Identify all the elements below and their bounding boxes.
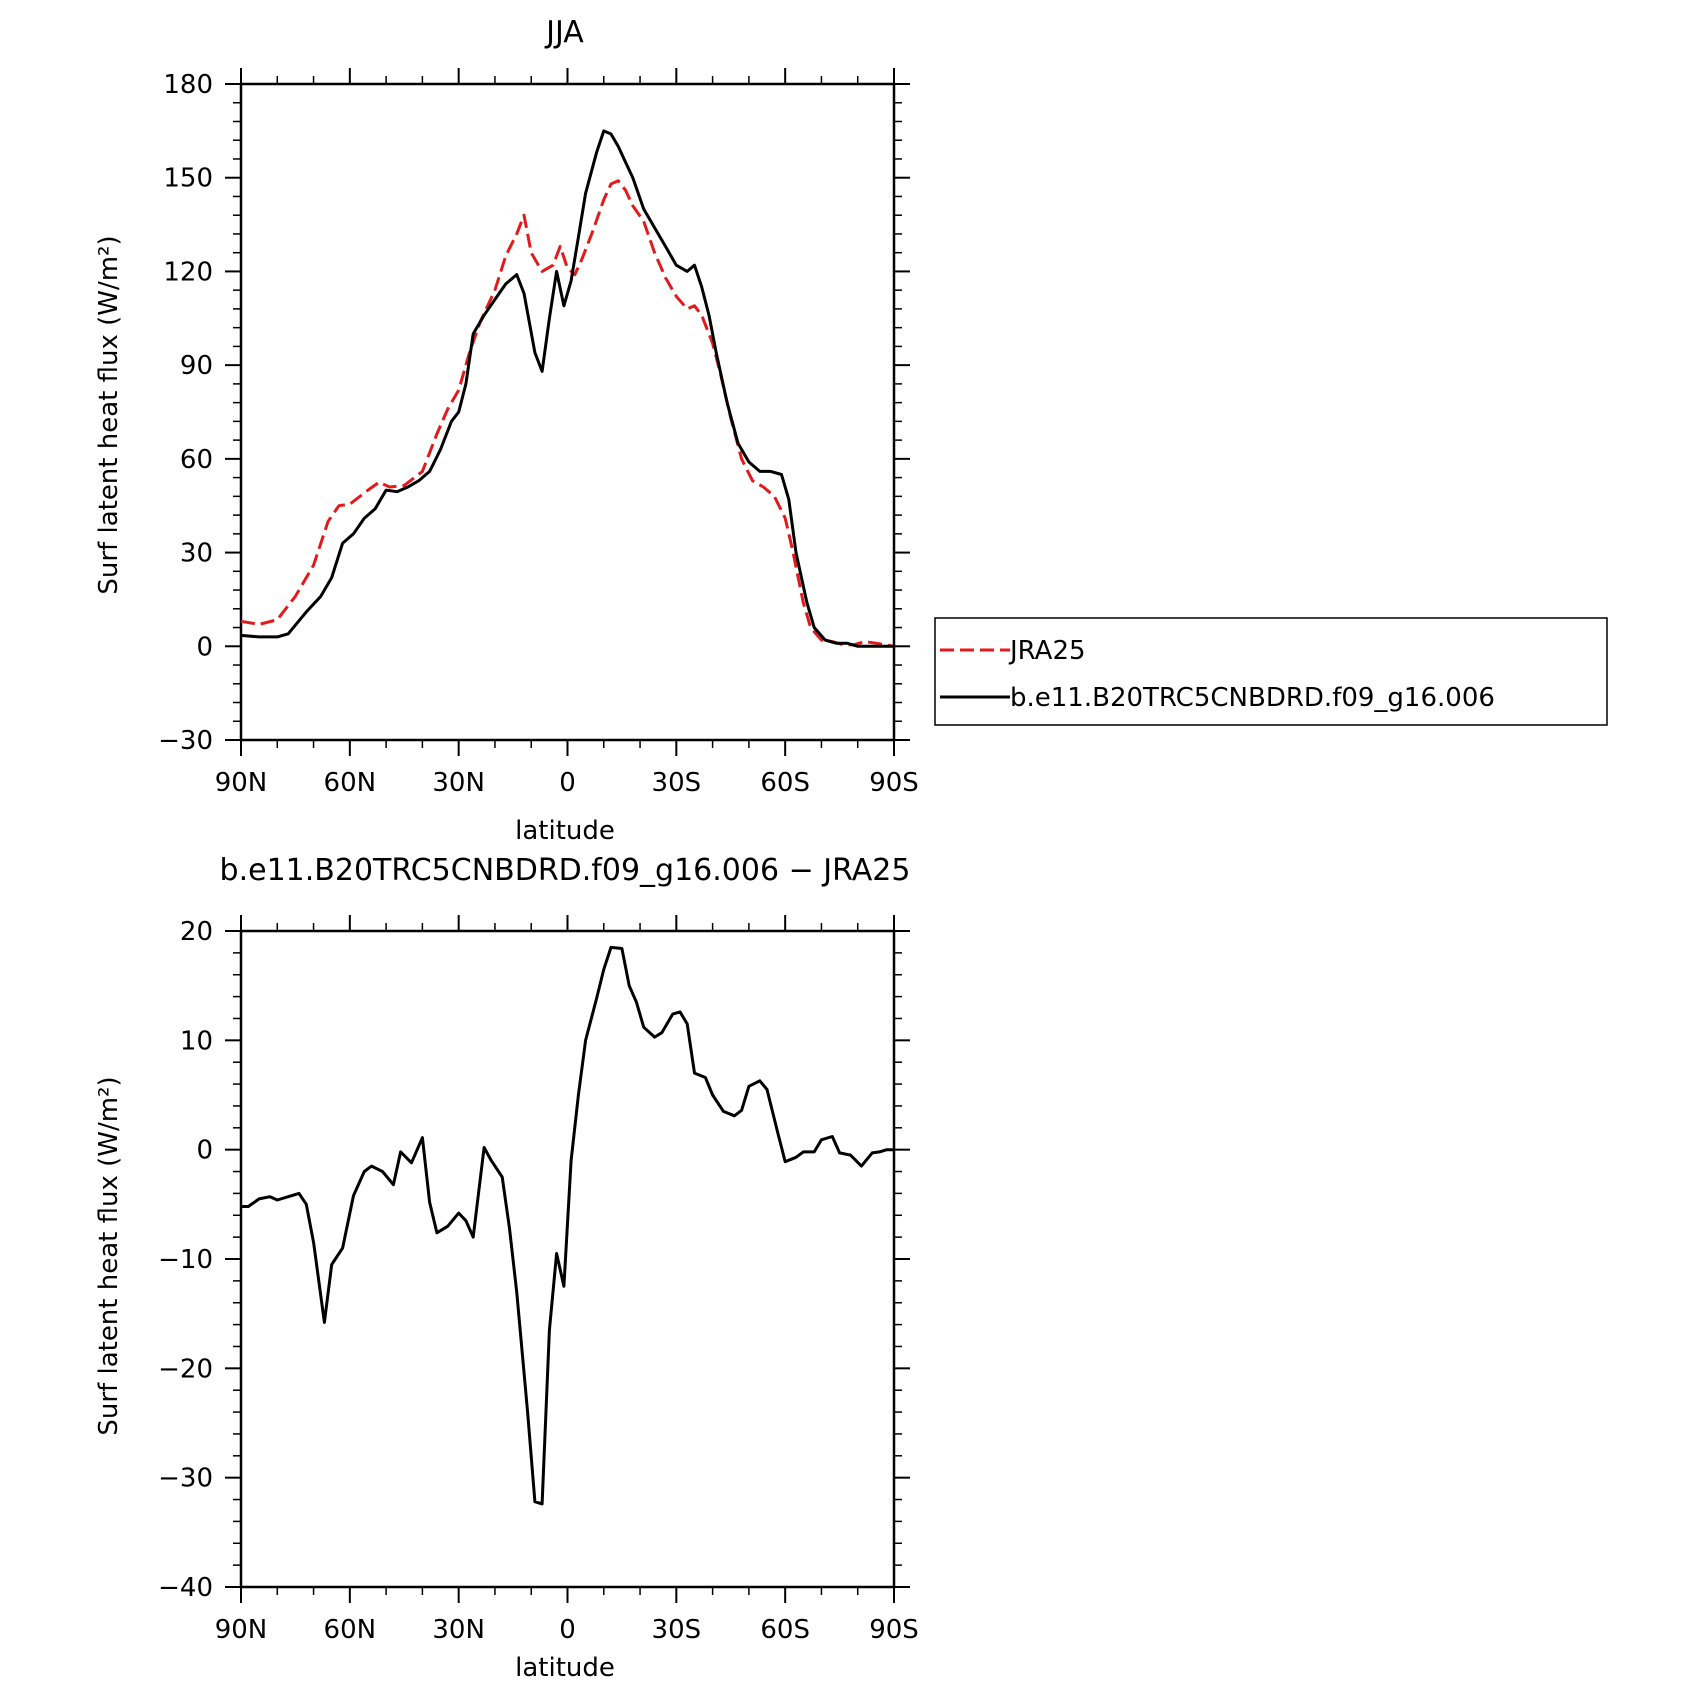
y-tick-label: 0 bbox=[196, 632, 213, 662]
bottom-plot-area: 90N 60N 30N 0 30S 60S 90S −40 −30 −20 −10 0 10 20 bbox=[158, 915, 919, 1645]
x-tick-label: 30N bbox=[432, 768, 485, 798]
difference-series-line bbox=[241, 945, 894, 1506]
x-tick-label: 90S bbox=[869, 768, 919, 798]
top-panel-title: JJA bbox=[544, 15, 584, 50]
x-tick-label: 0 bbox=[559, 768, 576, 798]
y-tick-label: −30 bbox=[158, 1464, 213, 1494]
x-tick-label: 60S bbox=[760, 1615, 810, 1645]
y-tick-label: 60 bbox=[180, 445, 213, 475]
y-tick-label: −30 bbox=[158, 726, 213, 756]
x-tick-label: 60S bbox=[760, 768, 810, 798]
y-tick-label: 180 bbox=[163, 70, 213, 100]
series-line-b-e11-b20trc5cnbdrd-f09-g16-006 bbox=[240, 129, 894, 648]
top-x-axis-label: latitude bbox=[515, 816, 615, 846]
bottom-panel-title: b.e11.B20TRC5CNBDRD.f09_g16.006 − JRA25 bbox=[220, 853, 911, 888]
top-y-axis-label: Surf latent heat flux (W/m²) bbox=[94, 235, 124, 594]
legend-label-jra25: JRA25 bbox=[1008, 636, 1086, 666]
y-tick-label: 150 bbox=[163, 164, 213, 194]
x-tick-label: 30N bbox=[432, 1615, 485, 1645]
y-tick-label: 30 bbox=[180, 539, 213, 569]
bottom-panel: b.e11.B20TRC5CNBDRD.f09_g16.006 − JRA25 … bbox=[94, 853, 919, 1681]
series-line-jra25 bbox=[240, 179, 895, 648]
y-tick-label: 90 bbox=[180, 351, 213, 381]
x-tick-label: 30S bbox=[652, 768, 702, 798]
y-tick-label: 0 bbox=[196, 1136, 213, 1166]
x-tick-label: 0 bbox=[559, 1615, 576, 1645]
y-tick-label: 20 bbox=[180, 917, 213, 947]
y-tick-label: 120 bbox=[163, 257, 213, 287]
top-panel: JJA latitude Surf latent heat flux (W/m²… bbox=[94, 15, 919, 846]
x-tick-label: 30S bbox=[652, 1615, 702, 1645]
y-tick-label: 10 bbox=[180, 1026, 213, 1056]
x-tick-label: 60N bbox=[324, 768, 377, 798]
legend-label-model: b.e11.B20TRC5CNBDRD.f09_g16.006 bbox=[1010, 683, 1495, 713]
x-tick-label: 90N bbox=[215, 1615, 268, 1645]
x-tick-label: 90S bbox=[869, 1615, 919, 1645]
bottom-y-axis-label: Surf latent heat flux (W/m²) bbox=[94, 1076, 124, 1435]
x-tick-label: 90N bbox=[215, 768, 268, 798]
y-tick-label: −40 bbox=[158, 1573, 213, 1603]
legend: JRA25 b.e11.B20TRC5CNBDRD.f09_g16.006 bbox=[934, 617, 1608, 726]
bottom-x-axis-label: latitude bbox=[515, 1653, 615, 1681]
x-tick-label: 60N bbox=[324, 1615, 377, 1645]
y-tick-label: −10 bbox=[158, 1245, 213, 1275]
legend-box bbox=[934, 617, 1608, 726]
top-plot-area: 90N 60N 30N 0 30S 60S 90S −30 0 30 60 90 120 150 180 bbox=[158, 68, 919, 798]
y-tick-label: −20 bbox=[158, 1354, 213, 1384]
